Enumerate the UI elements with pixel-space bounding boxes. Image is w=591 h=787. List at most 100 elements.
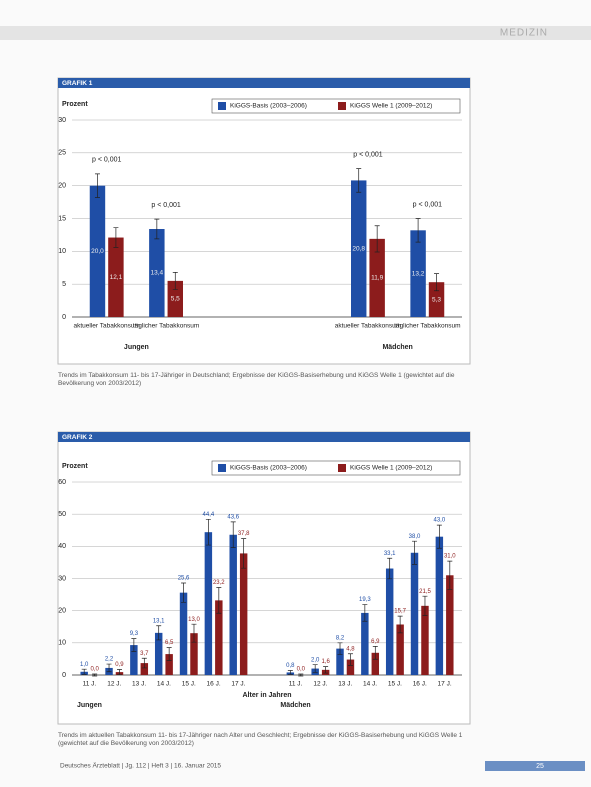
- legend-entry: KiGGS-Basis (2003–2006): [230, 103, 307, 110]
- error-bar: [323, 666, 329, 674]
- error-bar: [81, 668, 87, 675]
- x-tick-label: 17 J.: [231, 681, 245, 688]
- y-axis-label: Prozent: [62, 101, 88, 108]
- y-tick-label: 40: [58, 543, 66, 550]
- bar: [369, 238, 385, 317]
- bar: [149, 229, 165, 317]
- chart-label-bar: [58, 78, 470, 88]
- legend-entry: KiGGS Welle 1 (2009–2012): [350, 103, 432, 110]
- value-label: 13,0: [188, 617, 200, 623]
- bar: [410, 552, 419, 675]
- chart-label: GRAFIK 1: [62, 80, 93, 87]
- y-tick-label: 0: [62, 672, 66, 679]
- x-tick-label: 14 J.: [363, 681, 377, 688]
- page-number: 25: [536, 763, 544, 770]
- value-label: 20,0: [91, 248, 104, 255]
- bar: [89, 185, 106, 317]
- error-bar: [434, 273, 440, 292]
- bar: [336, 648, 344, 675]
- bar: [351, 180, 367, 317]
- value-label: 1,0: [80, 662, 89, 668]
- error-bar: [94, 173, 100, 198]
- error-bar: [191, 623, 197, 643]
- error-bar: [230, 521, 236, 548]
- x-tick-label: 16 J.: [413, 681, 427, 688]
- value-label: 6,9: [371, 639, 380, 645]
- error-bar: [412, 540, 418, 565]
- error-bar: [154, 218, 160, 240]
- bar: [428, 282, 445, 317]
- value-label: 8,2: [336, 635, 345, 641]
- value-label: 12,1: [110, 274, 123, 281]
- error-bar: [241, 538, 247, 569]
- group-label: Jungen: [124, 344, 149, 351]
- value-label: 43,0: [434, 518, 446, 524]
- value-label: 0,9: [115, 662, 124, 668]
- value-label: 43,6: [227, 514, 239, 520]
- legend-swatch: [218, 464, 226, 472]
- error-bar: [216, 587, 222, 614]
- x-tick-label: 11 J.: [83, 681, 97, 688]
- value-label: 33,1: [384, 551, 396, 557]
- annotation: p < 0,001: [151, 202, 180, 209]
- error-bar: [312, 664, 318, 673]
- x-tick-label: 16 J.: [207, 681, 221, 688]
- x-tick-label: 12 J.: [313, 681, 327, 688]
- error-bar: [113, 227, 119, 248]
- bar: [421, 605, 429, 675]
- group-label: Mädchen: [280, 702, 310, 709]
- header: MEDIZIN: [500, 28, 548, 39]
- y-tick-label: 30: [58, 575, 66, 582]
- error-bar: [356, 168, 362, 193]
- error-bar: [141, 657, 147, 669]
- error-bar: [156, 625, 162, 641]
- bar: [179, 592, 188, 675]
- group-label: Jungen: [77, 702, 102, 709]
- legend-entry: KiGGS Welle 1 (2009–2012): [350, 465, 432, 472]
- x-tick-label: 13 J.: [132, 681, 146, 688]
- annotation: p < 0,001: [413, 201, 442, 208]
- x-tick-label: aktueller Tabakkonsum: [74, 323, 140, 330]
- y-tick-label: 50: [58, 511, 66, 518]
- value-label: 5,5: [171, 296, 180, 303]
- y-tick-label: 30: [58, 117, 66, 124]
- bar: [190, 633, 198, 675]
- value-label: 19,3: [359, 597, 371, 603]
- legend-swatch: [338, 464, 346, 472]
- x-axis-label: Alter in Jahren: [242, 692, 291, 699]
- y-tick-label: 10: [58, 640, 66, 647]
- x-tick-label: täglicher Tabakkonsum: [133, 323, 199, 330]
- value-label: 2,0: [311, 657, 320, 663]
- value-label: 9,3: [130, 631, 139, 637]
- y-tick-label: 20: [58, 183, 66, 190]
- legend-entry: KiGGS-Basis (2003–2006): [230, 465, 307, 472]
- error-bar: [287, 670, 293, 675]
- chart-label: GRAFIK 2: [62, 434, 93, 441]
- value-label: 23,2: [213, 580, 225, 586]
- error-bar: [387, 557, 393, 580]
- value-label: 2,2: [105, 657, 114, 663]
- value-label: 1,6: [321, 659, 330, 665]
- footer: Deutsches Ärzteblatt | Jg. 112 | Heft 3 …: [60, 762, 221, 770]
- value-label: 0,0: [90, 667, 99, 673]
- error-bar: [397, 615, 403, 634]
- bar: [410, 230, 426, 317]
- bar: [215, 600, 223, 675]
- x-tick-label: 11 J.: [289, 681, 303, 688]
- error-bar: [362, 604, 368, 622]
- chart-label-bar: [58, 432, 470, 442]
- value-label: 20,8: [352, 245, 365, 252]
- error-bar: [131, 638, 137, 652]
- error-bar: [347, 653, 353, 666]
- y-tick-label: 20: [58, 608, 66, 615]
- error-bar: [415, 218, 421, 243]
- group-label: Mädchen: [382, 344, 412, 351]
- legend-box: [211, 98, 461, 114]
- x-tick-label: 13 J.: [338, 681, 352, 688]
- error-bar: [181, 582, 187, 603]
- value-label: 13,2: [412, 270, 425, 277]
- x-tick-label: 12 J.: [107, 681, 121, 688]
- x-tick-label: 15 J.: [182, 681, 196, 688]
